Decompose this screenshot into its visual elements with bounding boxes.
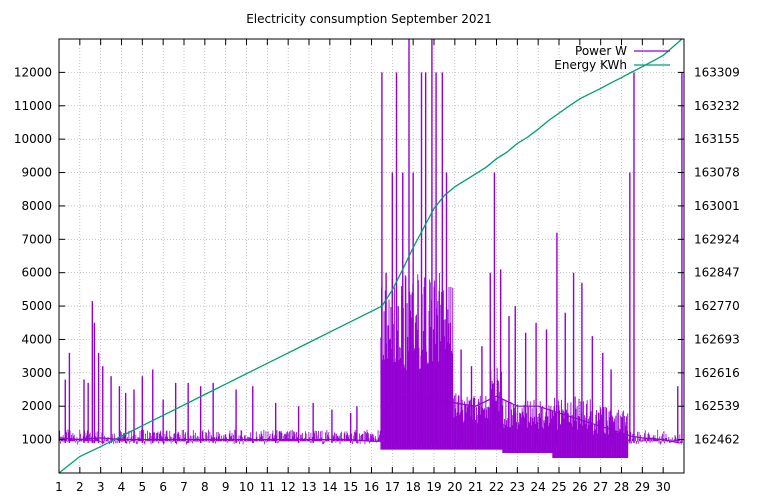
energy-series xyxy=(58,38,683,474)
y2-tick-label: 163232 xyxy=(694,99,740,113)
x-tick-label: 21 xyxy=(468,480,483,494)
y2-tick-label: 163155 xyxy=(694,132,740,146)
x-tick-label: 22 xyxy=(489,480,504,494)
x-tick-label: 12 xyxy=(281,480,296,494)
y2-tick-label: 162539 xyxy=(694,399,740,413)
y-tick-label: 9000 xyxy=(21,166,52,180)
y2-tick-label: 162693 xyxy=(694,332,740,346)
y2-tick-label: 163001 xyxy=(694,199,740,213)
axis-ticks: 1 2 3 4 5 6 7 8 9 10 11 12 13 14 15 16 17 18 19 20 21 22 23 24 2… xyxy=(14,39,740,494)
y-tick-label: 10000 xyxy=(14,132,52,146)
y-tick-label: 8000 xyxy=(21,199,52,213)
x-tick-label: 8 xyxy=(201,480,209,494)
legend-label: Power W xyxy=(575,44,627,58)
x-tick-label: 2 xyxy=(76,480,84,494)
y-tick-label: 5000 xyxy=(21,299,52,313)
y2-tick-label: 162924 xyxy=(694,232,740,246)
x-tick-label: 10 xyxy=(239,480,254,494)
y2-tick-label: 163078 xyxy=(694,166,740,180)
legend-label: Energy KWh xyxy=(554,58,627,72)
y2-tick-label: 162462 xyxy=(694,433,740,447)
y2-tick-label: 163309 xyxy=(694,65,740,79)
x-tick-label: 26 xyxy=(572,480,587,494)
x-tick-label: 28 xyxy=(614,480,629,494)
x-tick-label: 6 xyxy=(159,480,167,494)
y-tick-label: 3000 xyxy=(21,366,52,380)
x-tick-label: 1 xyxy=(55,480,63,494)
x-tick-label: 24 xyxy=(531,480,546,494)
y-tick-label: 12000 xyxy=(14,65,52,79)
x-tick-label: 18 xyxy=(406,480,421,494)
x-tick-label: 5 xyxy=(139,480,147,494)
y2-tick-label: 162616 xyxy=(694,366,740,380)
x-tick-label: 9 xyxy=(222,480,230,494)
x-tick-label: 23 xyxy=(510,480,525,494)
energy-line xyxy=(58,38,683,474)
y-tick-label: 1000 xyxy=(21,433,52,447)
x-tick-label: 15 xyxy=(343,480,358,494)
x-tick-label: 29 xyxy=(635,480,650,494)
y2-tick-label: 162770 xyxy=(694,299,740,313)
x-tick-label: 20 xyxy=(447,480,462,494)
x-tick-label: 4 xyxy=(118,480,126,494)
x-tick-label: 13 xyxy=(301,480,316,494)
y-tick-label: 2000 xyxy=(21,399,52,413)
y-tick-label: 4000 xyxy=(21,332,52,346)
power-series xyxy=(58,39,683,458)
x-tick-label: 3 xyxy=(97,480,105,494)
x-tick-label: 30 xyxy=(656,480,671,494)
x-tick-label: 25 xyxy=(551,480,566,494)
y2-tick-label: 162847 xyxy=(694,266,740,280)
y-tick-label: 7000 xyxy=(21,232,52,246)
y-tick-label: 11000 xyxy=(14,99,52,113)
x-tick-label: 27 xyxy=(593,480,608,494)
x-tick-label: 19 xyxy=(426,480,441,494)
x-tick-label: 7 xyxy=(180,480,188,494)
chart-title: Electricity consumption September 2021 xyxy=(246,12,492,26)
x-tick-label: 14 xyxy=(322,480,337,494)
y-tick-label: 6000 xyxy=(21,266,52,280)
x-tick-label: 16 xyxy=(364,480,379,494)
x-tick-label: 17 xyxy=(385,480,400,494)
x-tick-label: 11 xyxy=(260,480,275,494)
